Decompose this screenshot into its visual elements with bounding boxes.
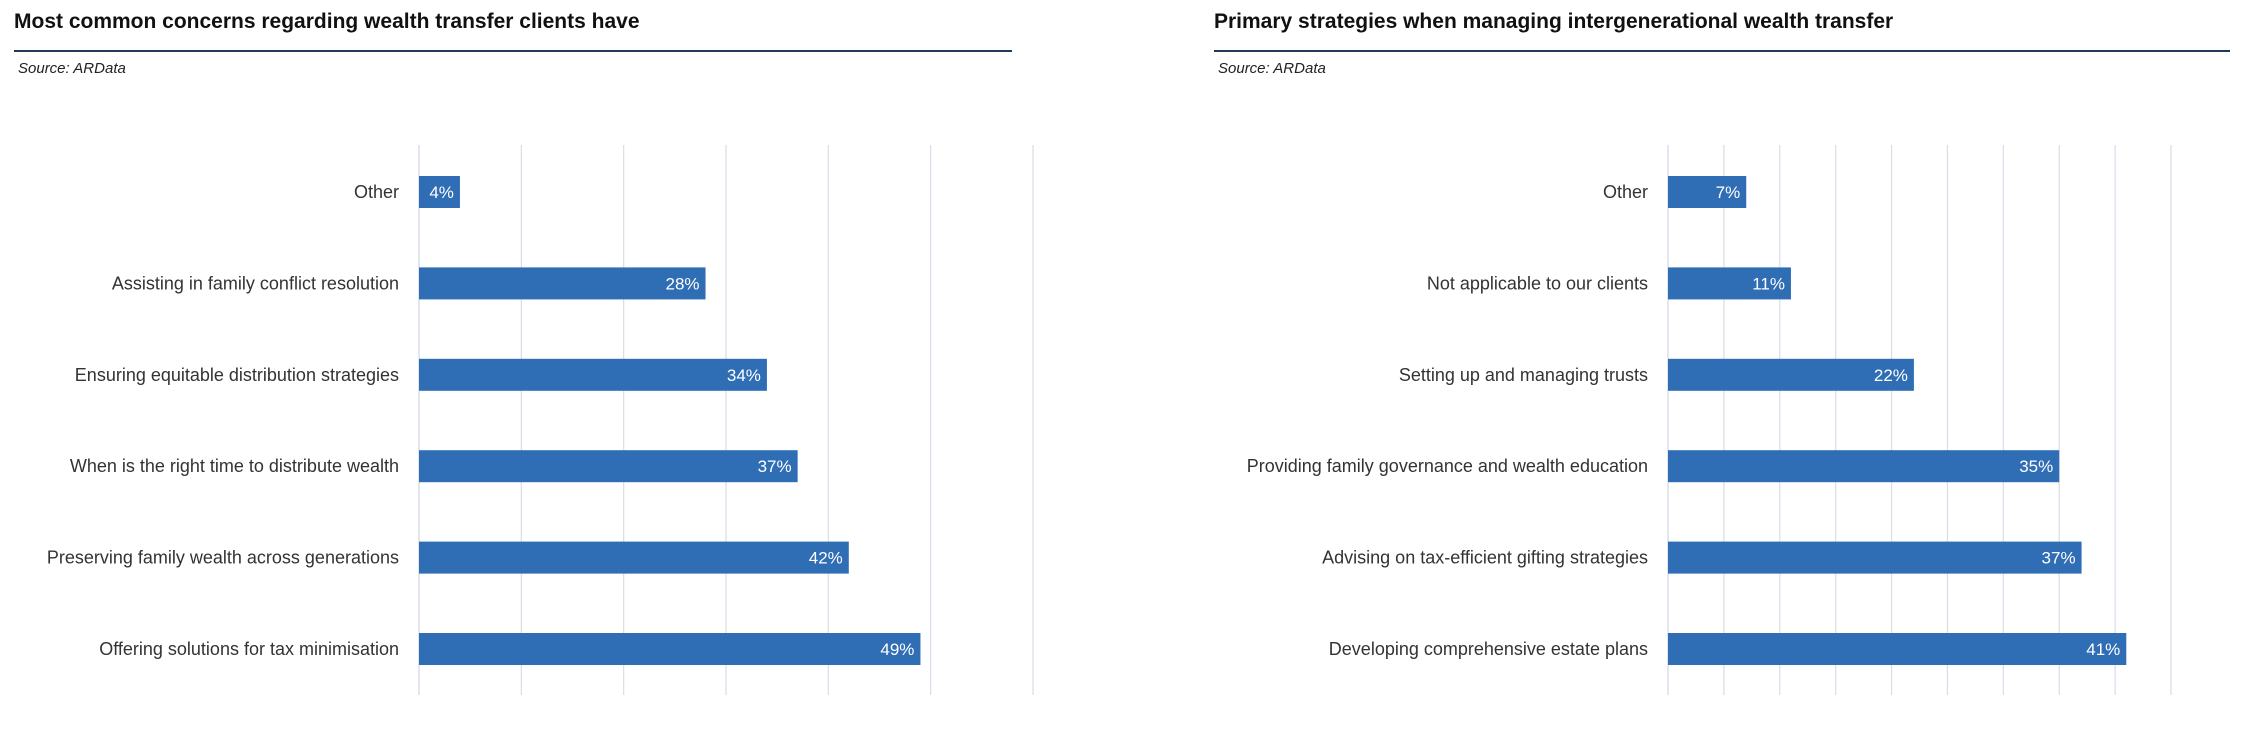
- category-label: Ensuring equitable distribution strategi…: [75, 365, 399, 385]
- bar: [419, 450, 798, 483]
- data-label: 35%: [2019, 457, 2053, 476]
- category-label: Providing family governance and wealth e…: [1247, 456, 1648, 476]
- bar: [419, 633, 921, 665]
- data-label: 11%: [1752, 274, 1785, 293]
- chart-title: Most common concerns regarding wealth tr…: [14, 10, 640, 33]
- chart-source: Source: ARData: [1218, 60, 1326, 77]
- category-label: Preserving family wealth across generati…: [47, 548, 399, 568]
- bar: [1668, 541, 2082, 574]
- category-label: Developing comprehensive estate plans: [1329, 639, 1648, 659]
- data-label: 4%: [429, 183, 454, 202]
- bar: [1668, 267, 1791, 300]
- data-label: 37%: [758, 457, 792, 476]
- data-label: 41%: [2086, 640, 2120, 659]
- category-label: Assisting in family conflict resolution: [112, 273, 399, 293]
- data-label: 34%: [727, 366, 761, 385]
- bar: [419, 176, 460, 208]
- category-label: Other: [1603, 182, 1648, 202]
- chart-title: Primary strategies when managing interge…: [1214, 10, 1894, 33]
- bar: [1668, 450, 2060, 483]
- category-label: Advising on tax-efficient gifting strate…: [1322, 548, 1648, 568]
- category-label: Other: [354, 182, 399, 202]
- bar: [1668, 358, 1914, 391]
- chart-panel-concerns: Most common concerns regarding wealth tr…: [0, 0, 1100, 733]
- title-rule: [1214, 50, 2230, 52]
- category-label: Setting up and managing trusts: [1399, 365, 1648, 385]
- data-label: 42%: [809, 549, 843, 568]
- chart-panel-strategies: Primary strategies when managing interge…: [1196, 0, 2253, 733]
- data-label: 7%: [1716, 183, 1741, 202]
- category-label: Not applicable to our clients: [1427, 273, 1648, 293]
- bar: [419, 267, 706, 300]
- category-label: Offering solutions for tax minimisation: [99, 639, 399, 659]
- data-label: 28%: [666, 274, 700, 293]
- chart-source: Source: ARData: [18, 60, 126, 77]
- category-label: When is the right time to distribute wea…: [70, 456, 399, 476]
- data-label: 49%: [880, 640, 914, 659]
- title-rule: [14, 50, 1012, 52]
- bar: [1668, 633, 2127, 665]
- bar-chart-concerns: Other 4% Assisting in family conflict reso…: [47, 145, 1034, 695]
- bar-chart-strategies: Other 7% Not applicable to our clients 11% S…: [1247, 145, 2172, 695]
- bar: [1668, 176, 1747, 208]
- bar: [419, 541, 849, 574]
- data-label: 22%: [1874, 366, 1908, 385]
- bar: [419, 358, 767, 391]
- data-label: 37%: [2042, 549, 2076, 568]
